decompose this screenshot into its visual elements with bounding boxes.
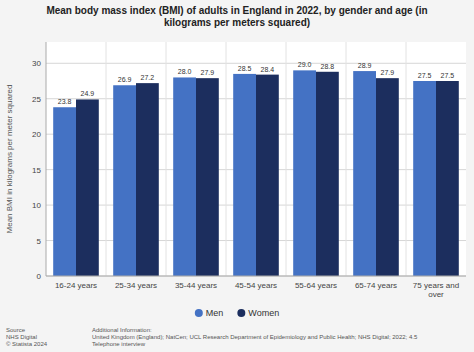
y-tick-label: 30 [32,59,41,68]
y-tick-label: 0 [37,272,42,281]
bar [413,81,436,276]
bar [436,81,459,276]
grid-line [46,276,466,277]
data-labels: 23.8 26.9 28.0 28.5 29.0 28.9 27.5 24.9 27.2 27.9… [58,61,455,105]
y-tick-label: 25 [32,95,41,104]
bar [353,71,376,276]
bar [76,99,99,276]
x-tick-label: 75 years andover [413,281,459,299]
legend: Men Women [195,308,279,318]
x-tick-label-line: 16-24 years [55,281,97,290]
data-label: 27.5 [441,72,455,79]
legend-item: Women [237,308,279,318]
group-separator [106,42,107,276]
title-line: Mean body mass index (BMI) of adults in … [46,5,427,16]
data-label: 28.8 [321,63,335,70]
data-label: 23.8 [58,98,72,105]
y-tick-label: 10 [32,201,41,210]
y-tick-label: 20 [32,130,41,139]
annotation-line: © Statista 2024 [6,341,48,347]
data-label: 28.9 [358,62,372,69]
legend-marker [195,309,203,317]
bar [113,85,136,276]
y-axis: 0 5 10 15 20 25 30 [32,59,466,281]
legend-item: Men [195,308,224,318]
y-axis-label: Mean BMI in kilograms per meter squared [5,85,14,234]
x-axis: 16-24 years 25-34 years 35-44 years 45-54 y… [55,281,459,299]
data-label: 27.2 [141,74,155,81]
x-tick-label: 16-24 years [55,281,97,290]
x-tick-label-line: 65-74 years [355,281,397,290]
y-axis-line [46,42,47,276]
x-tick-label-line: 45-54 years [235,281,277,290]
group-separator [226,42,227,276]
data-label: 24.9 [81,90,95,97]
data-label: 27.9 [381,69,395,76]
x-tick-label: 65-74 years [355,281,397,290]
x-tick-label-line: 75 years and [413,281,459,290]
bar [256,75,279,276]
x-tick-label: 45-54 years [235,281,277,290]
bar [233,74,256,276]
annotation: Additional Information:United Kingdom (E… [92,327,418,347]
group-separator [166,42,167,276]
bar [136,83,159,276]
bars [53,70,459,276]
data-label: 27.5 [418,72,432,79]
legend-label: Women [248,308,279,318]
title: Mean body mass index (BMI) of adults in … [46,5,427,28]
x-tick-label-line: 25-34 years [115,281,157,290]
annotation-line: NHS Digital [6,334,37,340]
x-tick-label: 35-44 years [175,281,217,290]
annotation-line: Additional Information: [92,327,152,333]
bar [173,77,196,276]
x-tick-label-line: 35-44 years [175,281,217,290]
y-tick-label: 15 [32,166,41,175]
group-separator [286,42,287,276]
legend-marker [237,309,245,317]
annotation-line: United Kingdom (England); NatCen; UCL Re… [92,334,418,340]
group-separator [346,42,347,276]
bar [316,72,339,276]
bar [53,107,76,276]
x-tick-label-line: 55-64 years [295,281,337,290]
chart: Mean body mass index (BMI) of adults in … [0,0,474,352]
bar [293,70,316,276]
data-label: 29.0 [298,61,312,68]
y-tick-label: 5 [37,237,42,246]
x-tick-label: 55-64 years [295,281,337,290]
annotation: SourceNHS Digital© Statista 2024 [6,327,48,347]
legend-label: Men [206,308,224,318]
annotation-line: Telephone interview [92,341,146,347]
annotation-line: Source [6,327,26,333]
data-label: 26.9 [118,76,132,83]
bar [376,78,399,276]
x-axis-line [46,276,466,277]
background [0,0,474,352]
plot-area [46,42,466,276]
bar [196,78,219,276]
data-label: 27.9 [201,69,215,76]
group-separator [406,42,407,276]
data-label: 28.5 [238,65,252,72]
x-tick-label-line: over [428,290,444,299]
data-label: 28.4 [261,66,275,73]
data-label: 28.0 [178,68,192,75]
page: {"chart_data": { "type": "bar", "title":… [0,0,474,352]
x-tick-label: 25-34 years [115,281,157,290]
title-line: kilograms per meters squared) [164,17,310,28]
grid-line [46,63,466,64]
